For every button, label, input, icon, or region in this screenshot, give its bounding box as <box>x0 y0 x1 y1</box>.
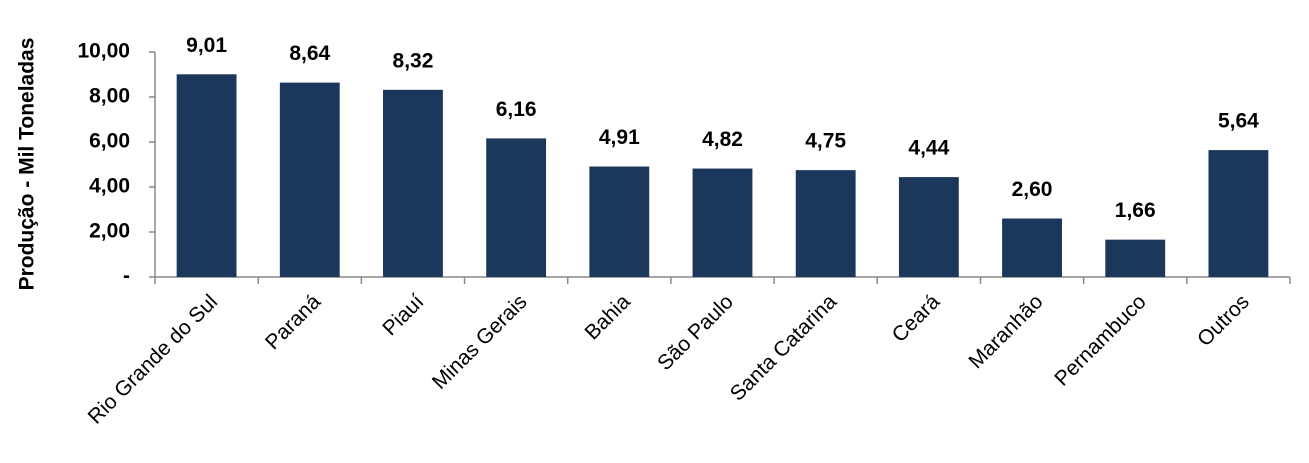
bar <box>279 82 340 277</box>
bar <box>1002 218 1062 277</box>
bar <box>692 168 753 277</box>
value-label: 2,60 <box>1012 178 1053 201</box>
bar <box>898 177 959 277</box>
x-tick-label: Ceará <box>888 290 945 347</box>
y-tick-label: 4,00 <box>89 175 130 198</box>
bar <box>176 74 237 278</box>
value-label: 8,64 <box>289 42 330 65</box>
y-tick-label: - <box>123 265 130 288</box>
y-tick-label: 8,00 <box>89 85 130 108</box>
y-axis-label: Produção - Mil Toneladas <box>16 38 39 291</box>
bar <box>486 138 547 277</box>
y-tick-label: 10,00 <box>77 40 130 63</box>
bar <box>589 166 650 277</box>
y-tick-label: 2,00 <box>89 220 130 243</box>
bar <box>795 170 856 277</box>
value-label: 1,66 <box>1115 199 1156 222</box>
x-tick-label: Paraná <box>261 290 325 354</box>
value-label: 5,64 <box>1218 110 1259 133</box>
value-label: 4,91 <box>599 126 640 149</box>
bar <box>1208 150 1269 277</box>
x-tick-label: Minas Gerais <box>428 290 532 394</box>
x-tick-label: Santa Catarina <box>726 290 842 406</box>
x-tick-label: São Paulo <box>653 290 738 375</box>
x-tick-label: Pernambuco <box>1050 290 1150 390</box>
x-tick-label: Rio Grande do Sul <box>84 290 222 428</box>
x-tick-label: Outros <box>1193 290 1254 351</box>
x-tick-label: Piauí <box>378 290 428 340</box>
value-label: 4,75 <box>805 130 846 153</box>
value-label: 4,82 <box>702 128 743 151</box>
x-tick-label: Maranhão <box>964 290 1047 373</box>
value-label: 6,16 <box>496 98 537 121</box>
y-tick-label: 6,00 <box>89 130 130 153</box>
x-tick-label: Bahia <box>581 290 635 344</box>
bar <box>383 89 443 277</box>
value-label: 9,01 <box>186 34 227 57</box>
value-label: 8,32 <box>393 49 434 72</box>
bar <box>1105 239 1166 277</box>
value-label: 4,44 <box>908 137 949 160</box>
